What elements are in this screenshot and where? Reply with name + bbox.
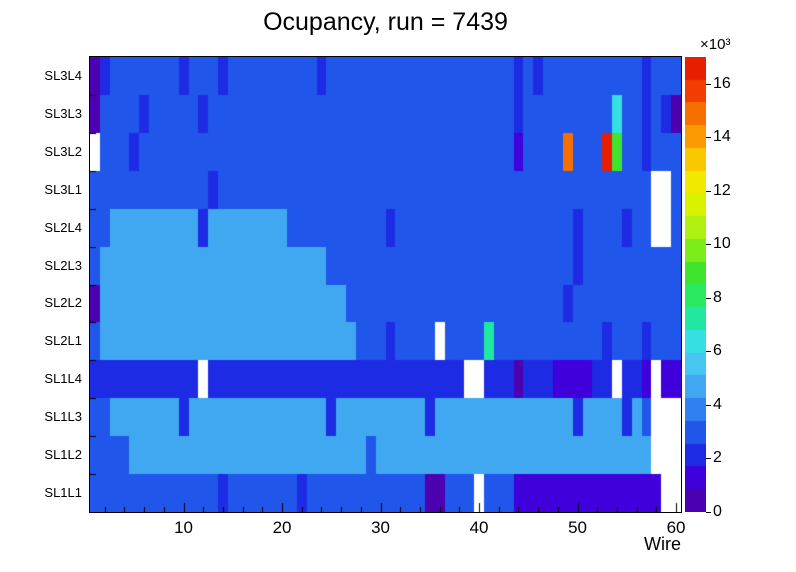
heatmap-canvas — [89, 56, 682, 513]
colorbar-tick-label: 14 — [713, 128, 731, 146]
x-tick-label: 40 — [469, 518, 489, 537]
colorbar-tick-label: 6 — [713, 342, 722, 360]
x-tick-label: 30 — [371, 518, 391, 537]
colorbar-tick-label: 10 — [713, 235, 731, 253]
y-row-label: SL3L3 — [44, 105, 82, 121]
colorbar-tick — [706, 405, 711, 406]
colorbar-tick — [706, 351, 711, 352]
colorbar-tick — [706, 137, 711, 138]
colorbar-tick — [706, 84, 711, 85]
colorbar-tick-label: 16 — [713, 74, 731, 92]
x-axis-title: Wire — [644, 534, 681, 554]
colorbar-tick-label: 4 — [713, 395, 722, 413]
y-row-label: SL2L2 — [44, 295, 82, 311]
chart-title: Ocupancy, run = 7439 — [263, 8, 508, 36]
colorbar-tick — [706, 244, 711, 245]
y-row-label: SL3L1 — [44, 181, 82, 197]
x-tick-label: 20 — [272, 518, 292, 537]
colorbar-tick — [706, 512, 711, 513]
y-row-label: SL1L4 — [44, 371, 82, 387]
colorbar-tick-label: 0 — [713, 503, 722, 520]
x-tick-label: 10 — [174, 518, 194, 537]
colorbar-exponent: ×10³ — [700, 36, 731, 53]
y-row-label: SL2L3 — [44, 257, 82, 273]
colorbar-tick-label: 12 — [713, 181, 731, 199]
x-tick-label: 60 — [666, 518, 686, 537]
x-tick-label: 50 — [568, 518, 588, 537]
y-row-label: SL3L4 — [44, 67, 82, 83]
y-row-label: SL2L4 — [44, 219, 82, 235]
y-row-label: SL3L2 — [44, 143, 82, 159]
colorbar-tick-label: 2 — [713, 449, 722, 467]
colorbar-tick — [706, 191, 711, 192]
y-row-label: SL1L3 — [44, 409, 82, 425]
colorbar-tick-label: 8 — [713, 288, 722, 306]
colorbar — [685, 57, 706, 512]
colorbar-tick — [706, 458, 711, 459]
colorbar-tick — [706, 298, 711, 299]
y-row-label: SL1L2 — [44, 447, 82, 463]
y-row-label: SL1L1 — [44, 485, 82, 501]
y-row-label: SL2L1 — [44, 333, 82, 349]
